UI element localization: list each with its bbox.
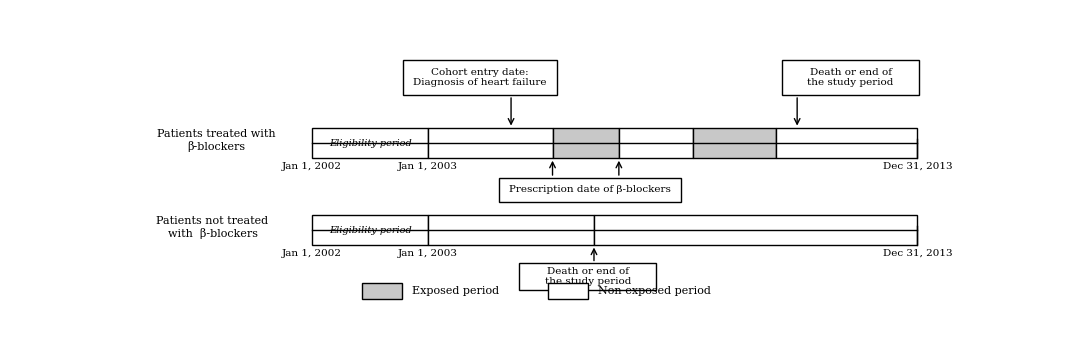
- Text: Exposed period: Exposed period: [412, 286, 499, 296]
- Text: Patients treated with
β-blockers: Patients treated with β-blockers: [157, 129, 276, 152]
- Bar: [312, 215, 428, 245]
- Text: Cohort entry date:
Diagnosis of heart failure: Cohort entry date: Diagnosis of heart fa…: [413, 68, 547, 87]
- Bar: [499, 178, 682, 202]
- Text: Jan 1, 2003: Jan 1, 2003: [398, 249, 458, 258]
- Bar: [693, 128, 777, 158]
- Text: Death or end of
the study period: Death or end of the study period: [808, 68, 893, 87]
- Text: Eligibility period: Eligibility period: [328, 226, 412, 235]
- Bar: [777, 128, 917, 158]
- Text: Eligibility period: Eligibility period: [328, 139, 412, 148]
- Bar: [403, 60, 556, 95]
- Text: Jan 1, 2002: Jan 1, 2002: [282, 162, 342, 171]
- Bar: [552, 128, 618, 158]
- Bar: [428, 215, 594, 245]
- Bar: [519, 263, 656, 290]
- Text: Jan 1, 2003: Jan 1, 2003: [398, 162, 458, 171]
- Bar: [362, 283, 401, 299]
- Text: Prescription date of β-blockers: Prescription date of β-blockers: [509, 185, 671, 194]
- Text: Death or end of
the study period: Death or end of the study period: [545, 267, 631, 287]
- Text: Non-exposed period: Non-exposed period: [598, 286, 710, 296]
- Bar: [428, 128, 552, 158]
- Text: Dec 31, 2013: Dec 31, 2013: [883, 249, 952, 258]
- Text: Dec 31, 2013: Dec 31, 2013: [883, 162, 952, 171]
- Text: Patients not treated
with  β-blockers: Patients not treated with β-blockers: [156, 216, 269, 239]
- Bar: [782, 60, 919, 95]
- Bar: [594, 215, 917, 245]
- Bar: [312, 128, 428, 158]
- Text: Jan 1, 2002: Jan 1, 2002: [282, 249, 342, 258]
- Bar: [549, 283, 588, 299]
- Bar: [618, 128, 693, 158]
